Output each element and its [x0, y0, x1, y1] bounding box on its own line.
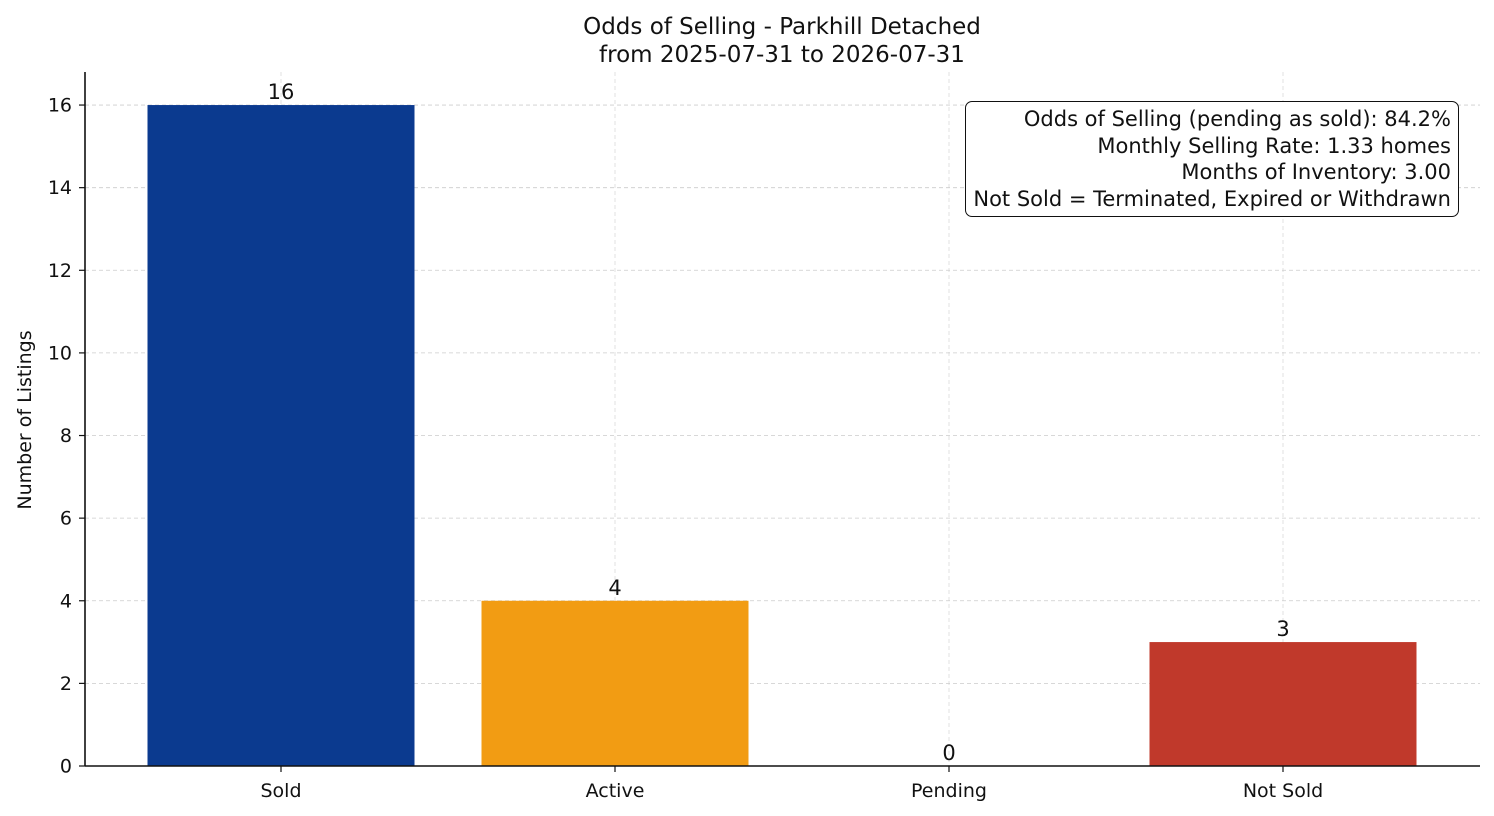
bar-value-label: 16 [268, 80, 295, 104]
x-tick-label: Active [586, 780, 645, 802]
chart-title: Odds of Selling - Parkhill Detached [583, 14, 981, 40]
y-tick-label: 10 [48, 342, 72, 364]
y-tick-label: 16 [48, 95, 72, 117]
axes: 0 2 4 6 8 10 12 14 16 Sold Active Pending Not Sold [48, 72, 1480, 802]
y-tick-label: 2 [60, 673, 72, 695]
y-tick-label: 6 [60, 508, 72, 530]
y-tick-label: 0 [60, 756, 72, 778]
months-of-inventory-text: Months of Inventory: 3.00 [1181, 160, 1451, 184]
y-tick-label: 14 [48, 177, 72, 199]
x-tick-label: Sold [260, 780, 301, 802]
bar [1149, 642, 1417, 766]
bar-value-label: 4 [608, 576, 621, 600]
bar-value-label: 0 [942, 741, 955, 765]
data-labels: 16 4 0 3 [268, 80, 1290, 765]
not-sold-definition-text: Not Sold = Terminated, Expired or Withdr… [973, 186, 1451, 211]
bar [481, 600, 749, 766]
bar-value-label: 3 [1276, 617, 1289, 641]
monthly-selling-rate-text: Monthly Selling Rate: 1.33 homes [1097, 133, 1451, 158]
bar [147, 105, 415, 767]
y-tick-label: 8 [60, 425, 72, 447]
bars [147, 105, 1417, 767]
odds-of-selling-text: Odds of Selling (pending as sold): 84.2% [1023, 107, 1451, 131]
info-box: Odds of Selling (pending as sold): 84.2%… [965, 101, 1459, 217]
y-tick-label: 12 [48, 260, 72, 282]
y-tick-label: 4 [60, 590, 72, 612]
x-tick-label: Not Sold [1243, 780, 1323, 802]
x-tick-label: Pending [911, 780, 987, 802]
y-axis-label: Number of Listings [14, 330, 36, 509]
chart-subtitle: from 2025-07-31 to 2026-07-31 [599, 42, 965, 68]
